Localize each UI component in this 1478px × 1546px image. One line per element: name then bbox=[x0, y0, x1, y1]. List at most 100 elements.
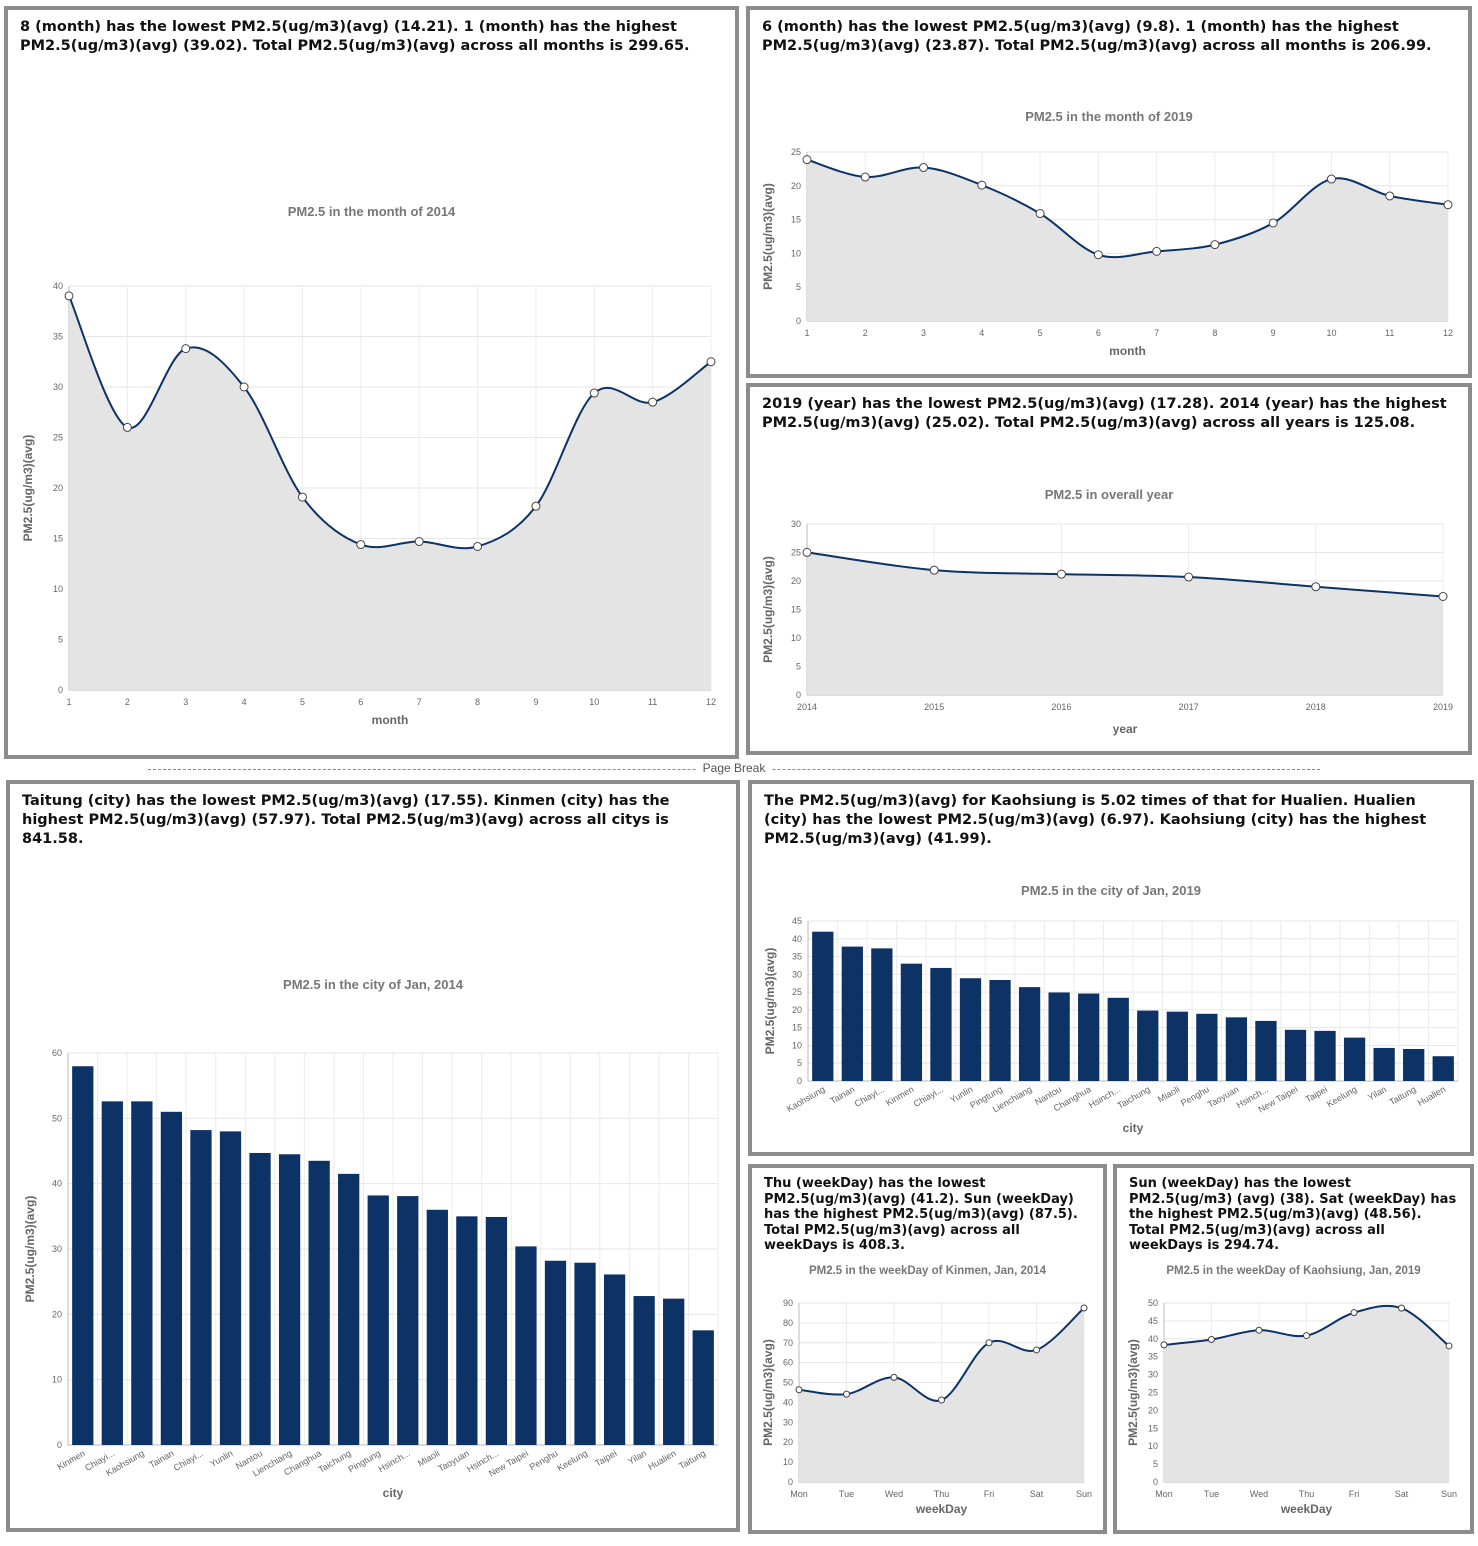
bar bbox=[1403, 1049, 1425, 1081]
bar bbox=[663, 1298, 685, 1445]
y-tick-label: 0 bbox=[796, 316, 801, 326]
data-point bbox=[473, 541, 483, 551]
x-axis-label: weekDay bbox=[915, 1502, 968, 1516]
x-tick-label: Yilan bbox=[1366, 1084, 1388, 1103]
x-axis-label: year bbox=[1113, 722, 1138, 736]
x-tick-label: Taitung bbox=[1388, 1084, 1418, 1107]
x-tick-label: 7 bbox=[1154, 328, 1159, 338]
bar bbox=[131, 1101, 153, 1445]
y-tick-label: 25 bbox=[53, 433, 63, 443]
y-tick-label: 40 bbox=[792, 934, 802, 944]
bar bbox=[871, 948, 893, 1081]
x-tick-label: 6 bbox=[358, 697, 363, 707]
bar bbox=[101, 1101, 123, 1445]
y-tick-label: 20 bbox=[52, 1309, 62, 1319]
x-tick-label: Sat bbox=[1030, 1489, 1044, 1499]
y-tick-label: 0 bbox=[1153, 1477, 1158, 1487]
x-tick-label: Tue bbox=[839, 1489, 854, 1499]
x-tick-label: 12 bbox=[706, 697, 716, 707]
y-tick-label: 50 bbox=[1148, 1298, 1158, 1308]
x-tick-label: 2018 bbox=[1306, 702, 1326, 712]
x-tick-label: 9 bbox=[1271, 328, 1276, 338]
y-tick-label: 10 bbox=[52, 1375, 62, 1385]
data-point bbox=[802, 155, 812, 165]
data-point bbox=[589, 388, 599, 398]
bar bbox=[72, 1066, 94, 1445]
x-tick-label: Taipei bbox=[593, 1448, 618, 1468]
x-tick-label: Taichung bbox=[1116, 1084, 1152, 1111]
x-tick-label: Sun bbox=[1441, 1489, 1457, 1499]
y-tick-label: 45 bbox=[1148, 1316, 1158, 1326]
data-point bbox=[985, 1339, 993, 1347]
bar bbox=[456, 1216, 478, 1445]
bar bbox=[603, 1274, 626, 1445]
y-axis-label: PM2.5(ug/m3)(avg) bbox=[761, 1339, 775, 1446]
y-tick-label: 5 bbox=[797, 1058, 802, 1068]
x-tick-label: 11 bbox=[1385, 328, 1394, 338]
data-point bbox=[64, 291, 74, 301]
y-tick-label: 10 bbox=[53, 584, 63, 594]
y-tick-label: 10 bbox=[792, 1040, 802, 1050]
y-tick-label: 70 bbox=[783, 1338, 793, 1348]
x-tick-label: Kaohsiung bbox=[785, 1084, 827, 1114]
bar bbox=[1078, 993, 1100, 1081]
y-tick-label: 40 bbox=[1148, 1334, 1158, 1344]
x-tick-label: Fri bbox=[984, 1489, 995, 1499]
bar bbox=[426, 1209, 448, 1445]
insight-text: 8 (month) has the lowest PM2.5(ug/m3)(av… bbox=[20, 19, 690, 54]
x-tick-label: 2 bbox=[125, 697, 130, 707]
x-tick-label: 5 bbox=[1038, 328, 1043, 338]
data-point bbox=[938, 1396, 945, 1404]
x-tick-label: Miaoli bbox=[1156, 1084, 1181, 1104]
x-tick-label: 6 bbox=[1096, 328, 1101, 338]
line-chart-overall-year: 0 5 10 15 20 25 30 2014 2015 2016 2017 2018 2019 year… bbox=[761, 519, 1453, 736]
insight-text: 6 (month) has the lowest PM2.5(ug/m3)(av… bbox=[762, 19, 1432, 54]
x-tick-label: Penghu bbox=[528, 1448, 560, 1472]
x-tick-label: 1 bbox=[66, 697, 71, 707]
x-tick-label: Penghu bbox=[1179, 1084, 1211, 1108]
insight-text: The PM2.5(ug/m3)(avg) for Kaohsiung is 5… bbox=[764, 793, 1427, 847]
y-tick-label: 25 bbox=[791, 147, 801, 157]
data-point bbox=[929, 565, 939, 575]
y-tick-label: 25 bbox=[791, 548, 801, 558]
y-tick-label: 0 bbox=[788, 1477, 793, 1487]
line-chart-weekday-kinmen: 0 10 20 30 40 50 60 70 80 90 Mon Tue Wed Thu Fri Sat Sun… bbox=[761, 1298, 1092, 1516]
data-point bbox=[890, 1373, 898, 1381]
x-tick-label: Keelung bbox=[555, 1448, 589, 1473]
y-tick-label: 20 bbox=[791, 576, 801, 586]
y-tick-label: 20 bbox=[791, 181, 801, 191]
chart-title: PM2.5 in the month of 2019 bbox=[1025, 109, 1193, 124]
y-axis-label: PM2.5(ug/m3)(avg) bbox=[23, 1196, 37, 1303]
data-point bbox=[795, 1386, 803, 1394]
x-tick-label: 2014 bbox=[797, 702, 817, 712]
chart-panel-overall-year: 2019 (year) has the lowest PM2.5(ug/m3)(… bbox=[746, 383, 1472, 755]
bar bbox=[1255, 1020, 1277, 1081]
x-tick-label: 3 bbox=[183, 697, 188, 707]
chart-title: PM2.5 in the city of Jan, 2014 bbox=[283, 977, 463, 992]
x-tick-label: Taoyuan bbox=[436, 1448, 470, 1474]
chart-panel-weekday-kaohsiung: Sun (weekDay) has the lowest PM2.5(ug/m3… bbox=[1113, 1164, 1474, 1534]
y-tick-label: 30 bbox=[783, 1417, 793, 1427]
chart-panel-weekday-kinmen: Thu (weekDay) has the lowest PM2.5(ug/m3… bbox=[748, 1164, 1107, 1534]
bar bbox=[1314, 1030, 1336, 1081]
x-tick-label: Chiayi... bbox=[853, 1084, 886, 1109]
y-tick-label: 0 bbox=[797, 1076, 802, 1086]
x-tick-label: 4 bbox=[242, 697, 247, 707]
x-tick-label: Kinmen bbox=[884, 1084, 915, 1108]
data-point bbox=[919, 163, 929, 173]
x-axis-label: city bbox=[383, 1486, 404, 1500]
page-break: Page Break bbox=[148, 761, 1320, 777]
series-line bbox=[806, 551, 1444, 598]
x-tick-label: Hualien bbox=[646, 1448, 677, 1472]
data-point bbox=[1093, 250, 1103, 260]
bar bbox=[1166, 1011, 1188, 1081]
x-tick-label: Tue bbox=[1204, 1489, 1219, 1499]
data-point bbox=[1443, 200, 1453, 210]
x-tick-label: 2016 bbox=[1051, 702, 1071, 712]
y-tick-label: 10 bbox=[791, 633, 801, 643]
insight-text: Sun (weekDay) has the lowest PM2.5(ug/m3… bbox=[1129, 1176, 1457, 1253]
x-tick-label: Mon bbox=[1155, 1489, 1173, 1499]
insight-text: Taitung (city) has the lowest PM2.5(ug/m… bbox=[22, 793, 670, 847]
y-tick-label: 60 bbox=[52, 1048, 62, 1058]
